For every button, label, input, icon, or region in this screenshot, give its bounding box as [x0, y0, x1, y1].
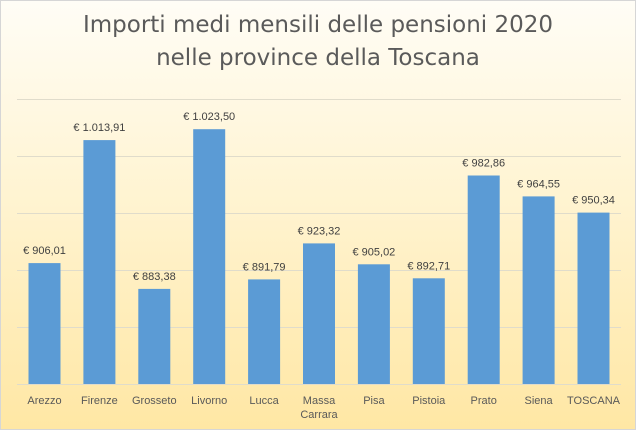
data-labels: € 906,01 € 1.013,91 € 883,38 € 1.023,50 € 89… — [23, 111, 615, 283]
data-label: € 964,55 — [517, 178, 560, 190]
data-label: € 906,01 — [23, 245, 66, 257]
category-label: Livorno — [191, 395, 227, 407]
data-label: € 950,34 — [572, 195, 615, 207]
chart-title-line-1: Importi medi mensili delle pensioni 2020 — [82, 12, 554, 38]
category-axis: Arezzo Firenze Grosseto Livorno Lucca Massa Ca… — [27, 395, 620, 421]
category-label: Arezzo — [27, 395, 61, 407]
data-label: € 883,38 — [133, 271, 176, 283]
bar-toscana — [577, 212, 610, 384]
data-label: € 891,79 — [243, 261, 286, 273]
data-label: € 1.013,91 — [73, 122, 125, 134]
category-label: Pisa — [363, 395, 385, 407]
bar-livorno — [193, 129, 226, 384]
bar-arezzo — [28, 263, 61, 384]
category-label: Lucca — [249, 395, 279, 407]
category-label: Carrara — [300, 409, 338, 421]
data-label: € 1.023,50 — [183, 111, 235, 123]
bars — [28, 129, 610, 384]
bar-grosseto — [138, 288, 171, 384]
category-label: Grosseto — [132, 395, 177, 407]
data-label: € 892,71 — [407, 260, 450, 272]
bar-massa-carrara — [303, 243, 335, 384]
data-label: € 923,32 — [298, 225, 341, 237]
category-label: Firenze — [81, 395, 118, 407]
category-label: Pistoia — [412, 395, 446, 407]
bar-pistoia — [412, 278, 445, 384]
category-label: Massa — [303, 395, 336, 407]
bar-firenze — [83, 140, 116, 384]
chart-title-line-2: nelle province della Toscana — [156, 45, 480, 71]
category-label: TOSCANA — [567, 395, 621, 407]
bar-prato — [467, 175, 500, 384]
chart-title: Importi medi mensili delle pensioni 2020… — [1, 9, 635, 75]
bar-siena — [522, 196, 555, 384]
data-label: € 905,02 — [352, 246, 395, 258]
category-label: Prato — [471, 395, 497, 407]
data-label: € 982,86 — [462, 158, 505, 170]
category-label: Siena — [525, 395, 554, 407]
bar-pisa — [357, 264, 390, 384]
bar-lucca — [248, 279, 281, 384]
